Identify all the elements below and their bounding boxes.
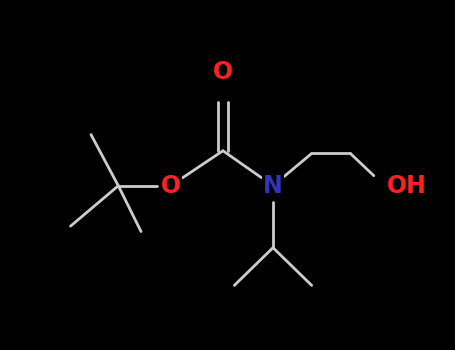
Text: OH: OH [387,174,427,198]
Text: OH: OH [387,174,427,198]
Text: O: O [213,60,233,84]
Text: N: N [263,174,283,198]
Text: N: N [263,174,283,198]
Text: O: O [213,60,233,84]
Text: O: O [161,174,181,198]
Text: O: O [161,174,181,198]
